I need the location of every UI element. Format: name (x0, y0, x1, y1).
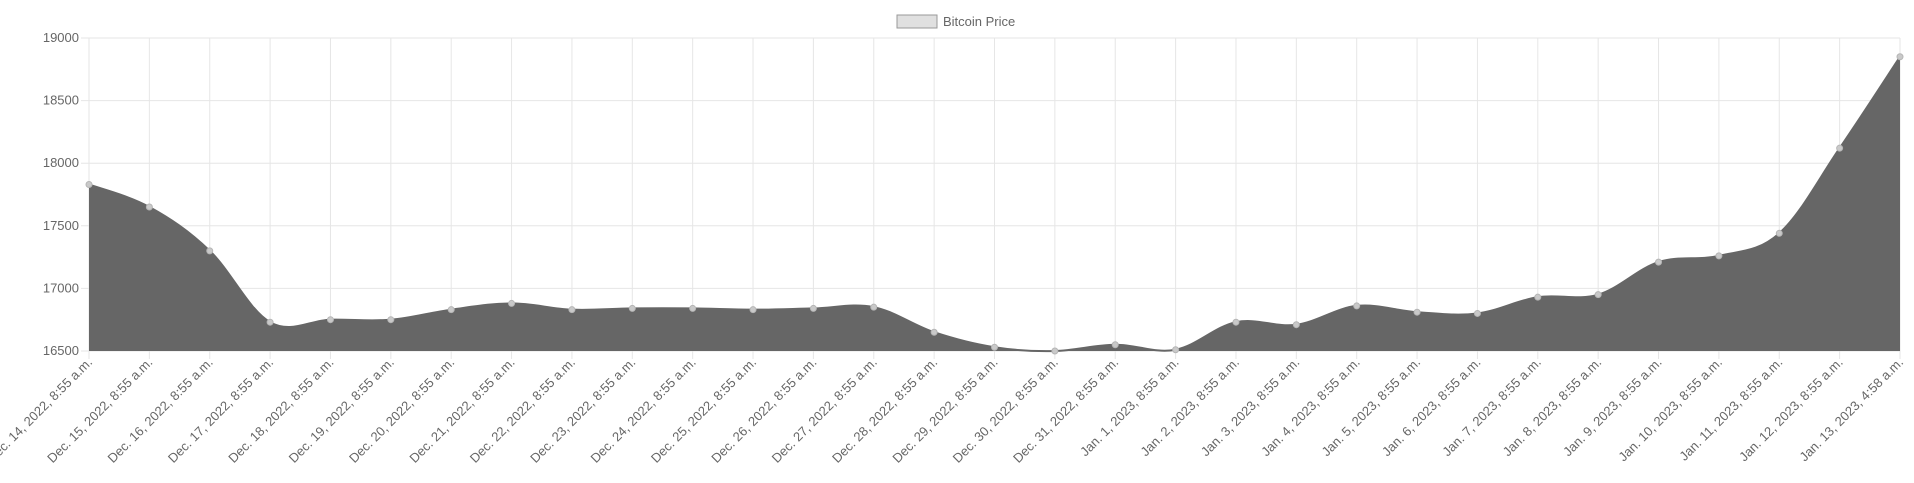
x-tick-label: Jan. 7, 2023, 8:55 a.m. (1439, 355, 1544, 460)
data-point[interactable] (1534, 293, 1542, 301)
x-tick-label: Jan. 1, 2023, 8:55 a.m. (1077, 355, 1182, 460)
price-line (88, 56, 1901, 353)
data-point[interactable] (628, 304, 636, 312)
x-tick-label: Dec. 28, 2022, 8:55 a.m. (829, 355, 940, 466)
data-point[interactable] (1413, 308, 1421, 316)
x-tick-label: Dec. 24, 2022, 8:55 a.m. (588, 355, 699, 466)
y-tick-label: 19000 (43, 30, 79, 45)
x-tick-label: Jan. 3, 2023, 8:55 a.m. (1198, 355, 1303, 460)
data-point[interactable] (1715, 252, 1723, 260)
legend-color-box[interactable] (896, 14, 938, 29)
data-point[interactable] (749, 306, 757, 314)
y-tick-label: 18000 (43, 155, 79, 170)
x-tick-label: Dec. 20, 2022, 8:55 a.m. (346, 355, 457, 466)
x-tick-label: Dec. 25, 2022, 8:55 a.m. (648, 355, 759, 466)
data-point[interactable] (447, 306, 455, 314)
x-tick-label: Dec. 22, 2022, 8:55 a.m. (467, 355, 578, 466)
x-tick-label: Dec. 15, 2022, 8:55 a.m. (44, 355, 155, 466)
y-tick-label: 17500 (43, 218, 79, 233)
x-tick-label: Dec. 21, 2022, 8:55 a.m. (406, 355, 517, 466)
data-point[interactable] (1111, 341, 1119, 349)
x-tick-label: Jan. 2, 2023, 8:55 a.m. (1137, 355, 1242, 460)
y-tick-label: 16500 (43, 343, 79, 358)
legend-label[interactable]: Bitcoin Price (943, 14, 1015, 29)
data-point[interactable] (568, 306, 576, 314)
data-point[interactable] (689, 304, 697, 312)
data-point[interactable] (1594, 291, 1602, 299)
data-point[interactable] (1775, 229, 1783, 237)
data-point[interactable] (1292, 321, 1300, 329)
x-tick-label: Dec. 18, 2022, 8:55 a.m. (225, 355, 336, 466)
data-point[interactable] (809, 304, 817, 312)
data-point[interactable] (387, 316, 395, 324)
x-tick-label: Jan. 9, 2023, 8:55 a.m. (1560, 355, 1665, 460)
data-point[interactable] (145, 203, 153, 211)
data-point[interactable] (1655, 258, 1663, 266)
x-tick-label: Dec. 29, 2022, 8:55 a.m. (889, 355, 1000, 466)
x-tick-label: Dec. 31, 2022, 8:55 a.m. (1010, 355, 1121, 466)
data-point[interactable] (1172, 346, 1180, 354)
data-point[interactable] (1232, 318, 1240, 326)
x-tick-label: Dec. 17, 2022, 8:55 a.m. (165, 355, 276, 466)
x-tick-label: Jan. 10, 2023, 8:55 a.m. (1615, 355, 1725, 465)
x-tick-label: Dec. 14, 2022, 8:55 a.m. (0, 355, 95, 466)
data-point[interactable] (930, 328, 938, 336)
data-point[interactable] (991, 343, 998, 351)
x-tick-label: Jan. 11, 2023, 8:55 a.m. (1676, 355, 1785, 464)
y-tick-label: 17000 (43, 280, 79, 295)
x-tick-label: Dec. 26, 2022, 8:55 a.m. (708, 355, 819, 466)
x-tick-label: Jan. 8, 2023, 8:55 a.m. (1500, 355, 1605, 460)
data-point[interactable] (1353, 302, 1361, 310)
data-point[interactable] (508, 299, 516, 307)
x-tick-label: Jan. 6, 2023, 8:55 a.m. (1379, 355, 1484, 460)
x-tick-label: Jan. 5, 2023, 8:55 a.m. (1319, 355, 1424, 460)
x-tick-label: Dec. 19, 2022, 8:55 a.m. (286, 355, 397, 466)
data-point[interactable] (1896, 53, 1904, 61)
price-area (89, 56, 1900, 352)
data-point[interactable] (1051, 347, 1059, 355)
data-point[interactable] (870, 303, 878, 311)
data-point[interactable] (266, 318, 274, 326)
x-tick-label: Jan. 12, 2023, 8:55 a.m. (1736, 355, 1846, 465)
data-point[interactable] (85, 180, 93, 188)
data-point[interactable] (326, 316, 334, 324)
x-tick-label: Jan. 13, 2023, 4:58 a.m. (1796, 355, 1906, 465)
x-tick-label: Dec. 23, 2022, 8:55 a.m. (527, 355, 638, 466)
y-tick-label: 18500 (43, 93, 79, 108)
data-point[interactable] (1836, 144, 1844, 152)
x-tick-label: Jan. 4, 2023, 8:55 a.m. (1258, 355, 1363, 460)
data-point[interactable] (206, 247, 214, 255)
x-tick-label: Dec. 16, 2022, 8:55 a.m. (105, 355, 216, 466)
x-tick-label: Dec. 27, 2022, 8:55 a.m. (769, 355, 880, 466)
data-point[interactable] (1473, 309, 1481, 317)
x-tick-label: Dec. 30, 2022, 8:55 a.m. (950, 355, 1061, 466)
